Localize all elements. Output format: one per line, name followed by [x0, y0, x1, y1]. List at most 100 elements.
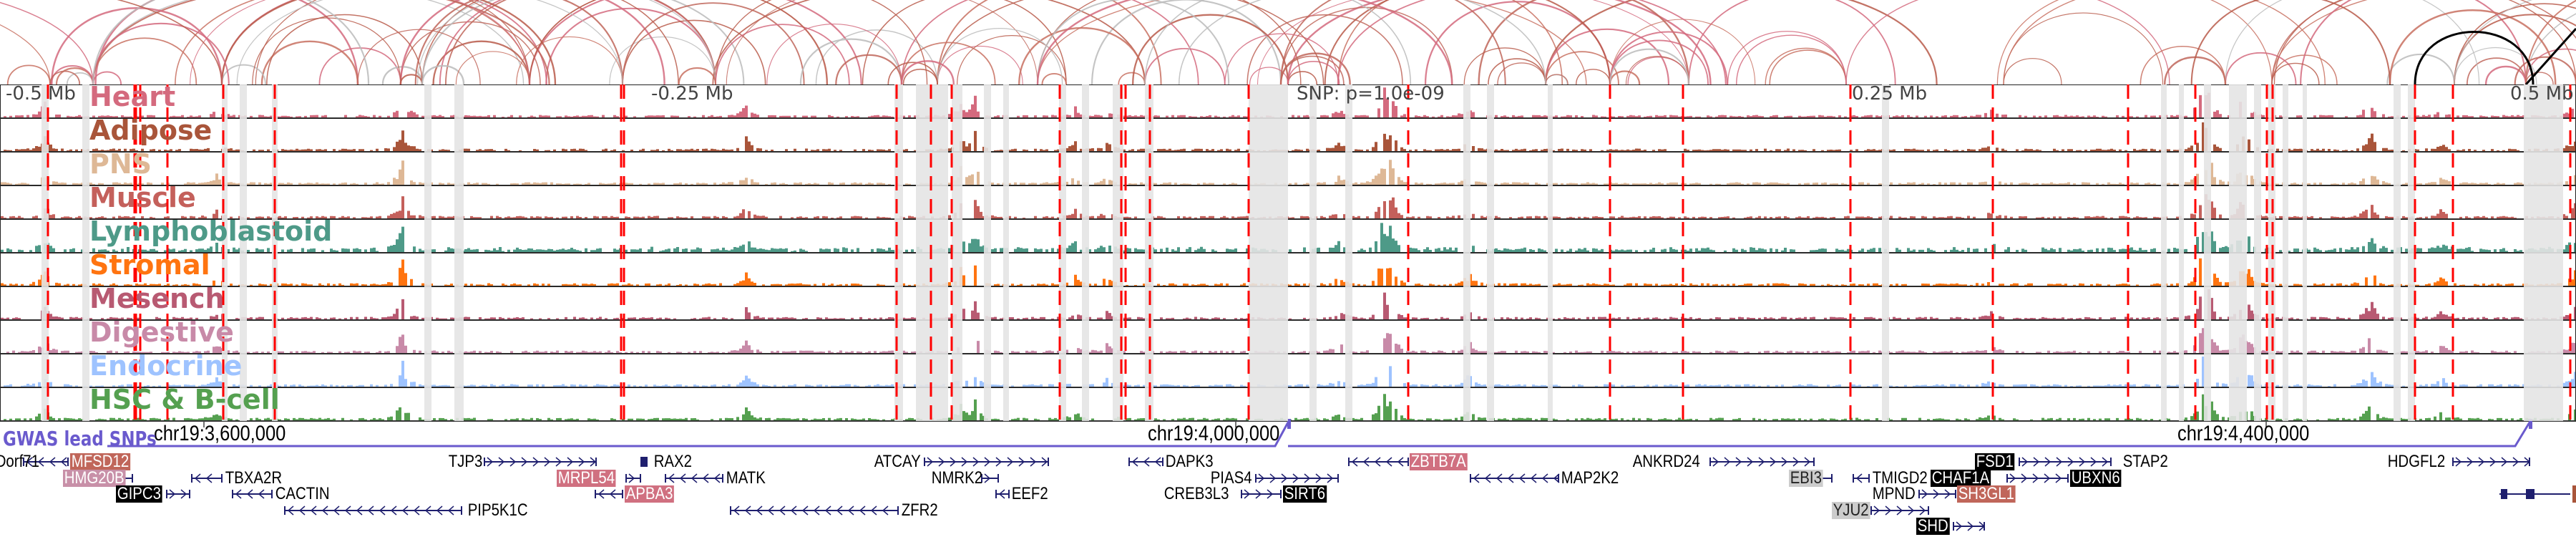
gene-label-shd[interactable]: SHD: [1916, 516, 1950, 536]
gene-model[interactable]: [730, 505, 899, 516]
loop-arc: [117, 0, 223, 85]
gene-model[interactable]: [191, 473, 223, 483]
gene-label-apba3[interactable]: APBA3: [625, 484, 675, 503]
loop-arc: [799, 38, 903, 85]
gene-label-ankrd24[interactable]: ANKRD24: [1632, 452, 1700, 471]
loop-arc: [1287, 0, 1712, 85]
gene-label-map2k2[interactable]: MAP2K2: [1561, 468, 1619, 488]
loop-arc: [712, 0, 1146, 85]
loop-arc: [0, 1, 94, 85]
gene-label-hmg20b[interactable]: HMG20B: [63, 468, 126, 488]
gene-model[interactable]: [595, 489, 623, 499]
gene-label-mfsd12[interactable]: MFSD12: [70, 452, 130, 471]
track-label: HSC & B-cell: [89, 384, 280, 415]
loop-arc: [529, 0, 829, 85]
gene-label-fsd1[interactable]: FSD1: [1975, 452, 2015, 471]
gene-label-mrpl54[interactable]: MRPL54: [557, 468, 616, 488]
loop-arc: [2271, 0, 2368, 85]
gene-model[interactable]: [2019, 457, 2112, 467]
gene-model[interactable]: [1870, 505, 1929, 516]
gene-model[interactable]: [284, 505, 462, 516]
gene-model[interactable]: [1709, 457, 1815, 467]
loop-arc: [937, 0, 1324, 85]
loop-arc: [92, 37, 197, 85]
loop-arc: [1144, 0, 1412, 85]
track-label: Digestive: [89, 316, 234, 348]
gwas-snp-marker[interactable]: [2529, 419, 2532, 429]
gene-model[interactable]: [640, 457, 648, 467]
gene-label-sh3gl1[interactable]: SH3GL1: [1957, 484, 2016, 503]
loop-arc: [1769, 49, 1847, 85]
loop-arc: [1324, 0, 1611, 85]
gene-model[interactable]: [981, 473, 999, 483]
gene-model[interactable]: [232, 489, 273, 499]
loop-arc: [2466, 57, 2527, 85]
gene-label-chaf1a[interactable]: CHAF1A: [1931, 468, 1991, 488]
loop-arc: [92, 22, 230, 85]
loop-arc: [1178, 0, 1546, 85]
gene-model[interactable]: [1918, 489, 1956, 499]
loop-arc: [2524, 27, 2576, 86]
gene-label-ebi3[interactable]: EBI3: [1789, 468, 1823, 488]
loop-arc: [1463, 47, 1546, 85]
loop-arc: [1036, 0, 1230, 85]
gene-label-tjp3[interactable]: TJP3: [448, 452, 483, 471]
gene-model[interactable]: [665, 473, 723, 483]
gene-label-nmrk2[interactable]: NMRK2: [931, 468, 983, 488]
gene-label-tmigd2[interactable]: TMIGD2: [1872, 468, 1928, 488]
gene-label-pias4[interactable]: PIAS4: [1210, 468, 1252, 488]
gene-model[interactable]: [166, 489, 190, 499]
gene-label-tbxa2r[interactable]: TBXA2R: [225, 468, 283, 488]
loop-arc: [266, 14, 423, 85]
loop-arc: [835, 54, 903, 85]
coordinate-label: chr19:3,600,000: [154, 422, 286, 445]
gene-label-pip5k1c[interactable]: PIP5K1C: [467, 500, 528, 520]
gene-label-atcay[interactable]: ATCAY: [874, 452, 921, 471]
gene-label-ubxn6[interactable]: UBXN6: [2070, 468, 2122, 488]
gene-model[interactable]: [1470, 473, 1560, 483]
gene-model[interactable]: [1128, 457, 1163, 467]
gene-model[interactable]: [1348, 457, 1409, 467]
gene-model[interactable]: [2006, 473, 2069, 483]
gene-model[interactable]: [2452, 457, 2531, 467]
loop-arc: [1544, 28, 1670, 85]
gene-label-hdgfl2[interactable]: HDGFL2: [2387, 452, 2446, 471]
loop-arc: [1576, 69, 1611, 85]
gene-label-creb3l3[interactable]: CREB3L3: [1163, 484, 1229, 503]
gwas-snp-marker[interactable]: [1287, 419, 1291, 429]
gene-model[interactable]: [484, 457, 597, 467]
gene-label-yju2[interactable]: YJU2: [1832, 500, 1870, 520]
loop-arc: [51, 64, 94, 85]
loop-arc: [1037, 0, 1587, 85]
gene-model[interactable]: [995, 489, 1010, 499]
gene-model[interactable]: [924, 457, 1049, 467]
gene-label-gipc3[interactable]: GIPC3: [116, 484, 162, 503]
gene-label-matk[interactable]: MATK: [726, 468, 766, 488]
loop-arc: [957, 35, 1067, 85]
gene-model[interactable]: [1255, 473, 1339, 483]
track-label: Mesench: [89, 283, 225, 314]
gwas-line: [107, 422, 2531, 448]
gene-model[interactable]: [23, 457, 69, 467]
gene-model[interactable]: [1953, 521, 1986, 531]
gene-model[interactable]: [2499, 485, 2576, 503]
loop-arc: [1996, 0, 2273, 85]
gene-label-dorf71[interactable]: Dorf71: [0, 452, 39, 471]
loop-arc: [887, 62, 938, 85]
gene-label-dapk3[interactable]: DAPK3: [1165, 452, 1214, 471]
gene-label-sirt6[interactable]: SIRT6: [1283, 484, 1327, 503]
gene-model[interactable]: [1853, 473, 1870, 483]
gene-label-mpnd[interactable]: MPND: [1872, 484, 1916, 503]
gene-label-cactin[interactable]: CACTIN: [275, 484, 330, 503]
gene-label-zfr2[interactable]: ZFR2: [901, 500, 938, 520]
loop-arc: [1224, 33, 1339, 85]
gene-label-stap2[interactable]: STAP2: [2122, 452, 2168, 471]
loop-arc: [421, 0, 745, 85]
gene-label-eef2[interactable]: EEF2: [1011, 484, 1048, 503]
snp-label: SNP: p=1.0e-09: [1297, 83, 1445, 105]
gene-label-zbtb7a[interactable]: ZBTB7A: [1410, 452, 1468, 471]
gene-model[interactable]: [1241, 489, 1282, 499]
gene-model[interactable]: [625, 473, 641, 483]
gene-label-rax2[interactable]: RAX2: [653, 452, 692, 471]
